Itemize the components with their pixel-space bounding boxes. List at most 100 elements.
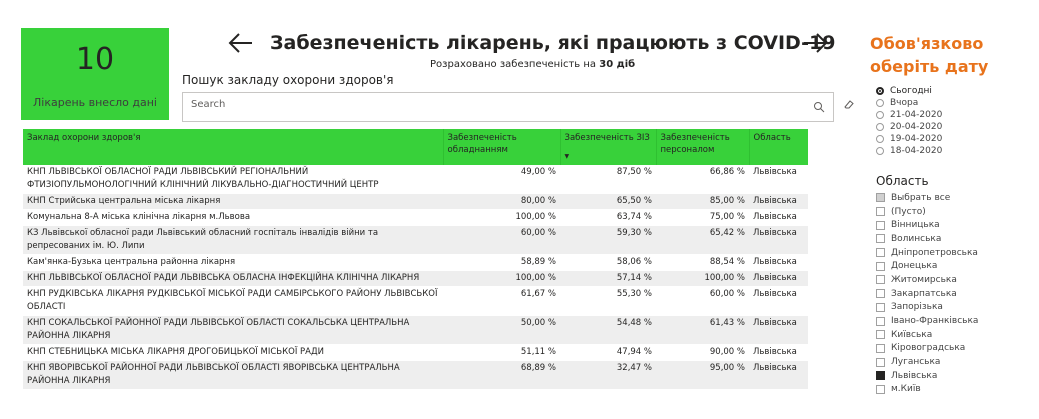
eraser-icon[interactable] xyxy=(843,98,855,110)
cell-region: Львівська xyxy=(749,360,808,390)
date-option[interactable]: 19-04-2020 xyxy=(876,133,942,145)
date-notice: Обов'язково оберіть дату xyxy=(870,32,1030,78)
cell-equipment: 60,00 % xyxy=(443,225,560,255)
cell-region: Львівська xyxy=(749,270,808,287)
cell-ppe: 54,48 % xyxy=(560,315,656,345)
region-option[interactable]: м.Київ xyxy=(876,383,978,397)
region-option-label: Київська xyxy=(891,329,933,340)
date-option-label: 20-04-2020 xyxy=(890,122,943,132)
region-option[interactable]: Житомирська xyxy=(876,273,978,287)
search-input[interactable] xyxy=(191,99,791,110)
table-row[interactable]: КЗ Львівської обласної ради Львівський о… xyxy=(23,225,808,255)
table-row[interactable]: КНП СТЕБНИЦЬКА МІСЬКА ЛІКАРНЯ ДРОГОБИЦЬК… xyxy=(23,344,808,361)
cell-equipment: 50,00 % xyxy=(443,315,560,345)
radio-icon xyxy=(876,147,884,155)
cell-staff: 90,00 % xyxy=(656,344,749,361)
cell-equipment: 49,00 % xyxy=(443,165,560,194)
region-option-label: Львівська xyxy=(891,370,938,381)
cell-facility: КНП ЛЬВІВСЬКОЇ ОБЛАСНОЇ РАДИ ЛЬВІВСЬКА О… xyxy=(23,270,443,287)
cell-facility: КНП ЛЬВІВСЬКОЇ ОБЛАСНОЇ РАДИ ЛЬВІВСЬКИЙ … xyxy=(23,165,443,194)
date-option-label: 19-04-2020 xyxy=(890,134,943,144)
region-option-label: Житомирська xyxy=(891,274,957,285)
cell-equipment: 51,11 % xyxy=(443,344,560,361)
region-option[interactable]: Луганська xyxy=(876,355,978,369)
region-option[interactable]: Закарпатська xyxy=(876,287,978,301)
search-box[interactable] xyxy=(182,92,834,122)
column-header-region[interactable]: Область xyxy=(748,129,808,165)
checkbox-icon xyxy=(876,371,885,381)
arrow-left-icon[interactable] xyxy=(226,28,256,58)
cell-facility: Кам'янка-Бузька центральна районна лікар… xyxy=(23,254,443,271)
checkbox-icon xyxy=(876,357,885,367)
column-header-facility[interactable]: Заклад охорони здоров'я xyxy=(23,129,443,165)
hospitals-table: Заклад охорони здоров'я Забезпеченість о… xyxy=(23,129,808,390)
cell-ppe: 65,50 % xyxy=(560,193,656,210)
subtitle-text: Розраховано забезпеченість на xyxy=(430,59,597,70)
table-row[interactable]: КНП СОКАЛЬСЬКОЇ РАЙОННОЇ РАДИ ЛЬВІВСЬКОЇ… xyxy=(23,315,808,345)
region-option-label: Вінницька xyxy=(891,220,940,231)
arrow-right-icon[interactable] xyxy=(800,28,830,58)
cell-region: Львівська xyxy=(749,165,808,194)
cell-staff: 95,00 % xyxy=(656,360,749,390)
cell-ppe: 55,30 % xyxy=(560,286,656,316)
cell-facility: КНП Стрийська центральна міська лікарня xyxy=(23,193,443,210)
region-option[interactable]: Донецька xyxy=(876,259,978,273)
checkbox-icon xyxy=(876,330,885,340)
date-option[interactable]: Вчора xyxy=(876,97,942,109)
checkbox-icon xyxy=(876,193,885,203)
region-option[interactable]: Вінницька xyxy=(876,218,978,232)
cell-region: Львівська xyxy=(749,254,808,271)
date-option[interactable]: 18-04-2020 xyxy=(876,145,942,157)
cell-ppe: 57,14 % xyxy=(560,270,656,287)
radio-icon xyxy=(876,111,884,119)
table-row[interactable]: Кам'янка-Бузька центральна районна лікар… xyxy=(23,254,808,271)
table-row[interactable]: КНП ЯВОРІВСЬКОЇ РАЙОННОЇ РАДИ ЛЬВІВСЬКОЇ… xyxy=(23,360,808,390)
notice-line-2: оберіть дату xyxy=(870,57,989,76)
date-option[interactable]: 20-04-2020 xyxy=(876,121,942,133)
region-option[interactable]: Дніпропетровська xyxy=(876,246,978,260)
cell-staff: 61,43 % xyxy=(656,315,749,345)
table-row[interactable]: Комунальна 8-А міська клінічна лікарня м… xyxy=(23,209,808,226)
region-option[interactable]: (Пусто) xyxy=(876,205,978,219)
table-row[interactable]: КНП РУДКІВСЬКА ЛІКАРНЯ РУДКІВСЬКОЇ МІСЬК… xyxy=(23,286,808,316)
cell-region: Львівська xyxy=(749,209,808,226)
date-option-label: 18-04-2020 xyxy=(890,146,943,156)
table-row[interactable]: КНП ЛЬВІВСЬКОЇ ОБЛАСНОЇ РАДИ ЛЬВІВСЬКИЙ … xyxy=(23,165,808,194)
cell-staff: 88,54 % xyxy=(656,254,749,271)
sort-desc-icon: ▼ xyxy=(564,153,570,160)
cell-staff: 65,42 % xyxy=(656,225,749,255)
region-option-label: Івано-Франківська xyxy=(891,316,979,327)
date-slicer: Сьогодні Вчора 21-04-2020 20-04-2020 19-… xyxy=(876,85,942,157)
column-header-equipment[interactable]: Забезпеченість обладнанням xyxy=(442,129,560,165)
region-option-label: Кіровоградська xyxy=(891,343,966,354)
cell-equipment: 61,67 % xyxy=(443,286,560,316)
date-option[interactable]: 21-04-2020 xyxy=(876,109,942,121)
region-option[interactable]: Кіровоградська xyxy=(876,342,978,356)
column-header-staff[interactable]: Забезпеченість персоналом xyxy=(655,129,749,165)
subtitle-days: 30 діб xyxy=(599,59,636,70)
region-option[interactable]: Выбрать все xyxy=(876,191,978,205)
region-option-label: (Пусто) xyxy=(891,206,926,217)
region-option[interactable]: Львівська xyxy=(876,369,978,383)
checkbox-icon xyxy=(876,261,885,271)
radio-icon xyxy=(876,135,884,143)
cell-facility: КНП СТЕБНИЦЬКА МІСЬКА ЛІКАРНЯ ДРОГОБИЦЬК… xyxy=(23,344,443,361)
cell-region: Львівська xyxy=(749,315,808,345)
cell-equipment: 100,00 % xyxy=(443,270,560,287)
region-option[interactable]: Запорізька xyxy=(876,301,978,315)
region-option[interactable]: Івано-Франківська xyxy=(876,314,978,328)
column-header-ppe[interactable]: Забезпеченість ЗІЗ ▼ xyxy=(559,129,656,165)
date-option[interactable]: Сьогодні xyxy=(876,85,942,97)
cell-ppe: 87,50 % xyxy=(560,165,656,194)
region-option[interactable]: Київська xyxy=(876,328,978,342)
cell-staff: 85,00 % xyxy=(656,193,749,210)
page-subtitle: Розраховано забезпеченість на 30 діб xyxy=(430,59,635,70)
cell-region: Львівська xyxy=(749,286,808,316)
cell-ppe: 32,47 % xyxy=(560,360,656,390)
table-row[interactable]: КНП Стрийська центральна міська лікарня 8… xyxy=(23,193,808,210)
cell-equipment: 100,00 % xyxy=(443,209,560,226)
date-option-label: 21-04-2020 xyxy=(890,110,943,120)
region-option[interactable]: Волинська xyxy=(876,232,978,246)
search-icon[interactable] xyxy=(813,101,825,113)
table-row[interactable]: КНП ЛЬВІВСЬКОЇ ОБЛАСНОЇ РАДИ ЛЬВІВСЬКА О… xyxy=(23,270,808,287)
